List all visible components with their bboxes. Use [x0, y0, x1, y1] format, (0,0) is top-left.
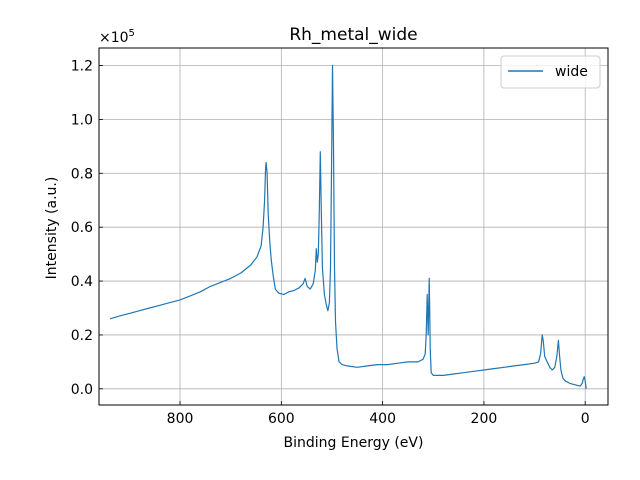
- legend-label: wide: [555, 64, 588, 80]
- series-line-wide: [109, 64, 587, 389]
- y-tick-label: 0.8: [71, 166, 93, 182]
- y-tick-label: 0.6: [71, 220, 93, 236]
- x-tick-label: 200: [471, 411, 498, 427]
- legend-box: [500, 55, 601, 89]
- y-multiplier-exponent: 5: [129, 28, 135, 39]
- y-tick-label: 0.0: [71, 382, 93, 398]
- y-tick-label: 0.4: [71, 274, 93, 290]
- x-tick-label: 400: [369, 411, 396, 427]
- chart-title: Rh_metal_wide: [289, 25, 417, 45]
- y-tick-label: 1.2: [71, 59, 93, 75]
- x-axis-label: Binding Energy (eV): [284, 435, 424, 451]
- x-tick-label: 600: [268, 411, 295, 427]
- y-axis-multiplier: ×105: [99, 28, 135, 46]
- y-tick-label: 0.2: [71, 328, 93, 344]
- grid: [99, 48, 608, 405]
- series-layer: [109, 64, 587, 389]
- legend: wide: [500, 55, 601, 89]
- plot-frame: [98, 47, 609, 406]
- ticks: 800 600 400 200 0 0.0 0.2 0.4 0.6 0.8 1.0 1.2: [71, 59, 590, 427]
- y-tick-label: 1.0: [71, 112, 93, 128]
- x-tick-label: 800: [167, 411, 194, 427]
- y-axis-label: Intensity (a.u.): [44, 177, 60, 280]
- y-multiplier-base: ×10: [99, 30, 129, 46]
- x-tick-label: 0: [581, 411, 590, 427]
